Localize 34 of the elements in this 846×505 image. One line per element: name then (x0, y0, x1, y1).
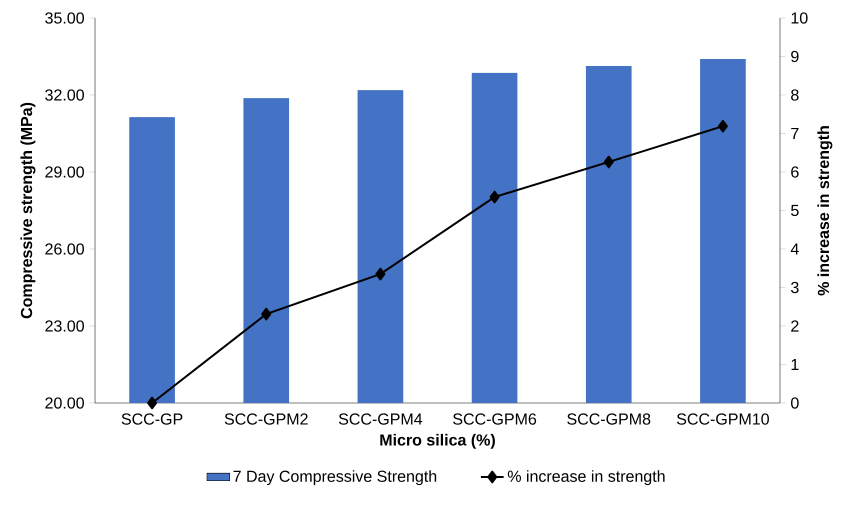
x-tick-label: SCC-GPM4 (338, 413, 422, 425)
y-tick-label: 32.00 (45, 89, 84, 101)
x-tick-label: SCC-GPM10 (676, 413, 769, 425)
x-tick-label: SCC-GP (122, 413, 182, 425)
y2-tick-label: 3 (791, 282, 799, 294)
x-tick-label: SCC-GPM6 (453, 413, 536, 425)
legend-label: % increase in strength (508, 470, 665, 486)
point (375, 268, 386, 280)
legend-label: 7 Day Compressive Strength (234, 470, 436, 486)
y-tick-label: 20.00 (45, 397, 84, 409)
y2-tick-label: 0 (791, 397, 799, 409)
y2-tick-label: 1 (792, 358, 799, 370)
point (718, 120, 728, 133)
y2-tick-label: 6 (791, 166, 799, 178)
point (147, 396, 158, 410)
x-tick-label: SCC-GPM2 (224, 413, 308, 425)
y2-axis-title: % increase in strength (817, 126, 832, 296)
point (604, 156, 614, 168)
y2-tick-label: 5 (791, 204, 799, 216)
x-axis-title: Micro silica (%) (380, 434, 495, 449)
y-tick-label: 26.00 (45, 243, 84, 255)
x-tick-label: SCC-GPM8 (567, 413, 650, 425)
y2-tick-label: 7 (791, 128, 798, 139)
y2-tick-label: 10 (792, 12, 808, 24)
y-tick-label: 23.00 (45, 320, 84, 332)
y-tick-label: 29.00 (45, 166, 84, 178)
y2-tick-label: 4 (790, 243, 799, 254)
point (490, 190, 500, 204)
y2-tick-label: 9 (791, 50, 799, 62)
y-tick-label: 35.00 (45, 12, 84, 24)
y2-tick-label: 8 (791, 89, 799, 101)
point (261, 308, 272, 320)
y2-tick-label: 2 (791, 320, 798, 332)
y-axis-title: Compressive strength (MPa) (20, 102, 36, 318)
